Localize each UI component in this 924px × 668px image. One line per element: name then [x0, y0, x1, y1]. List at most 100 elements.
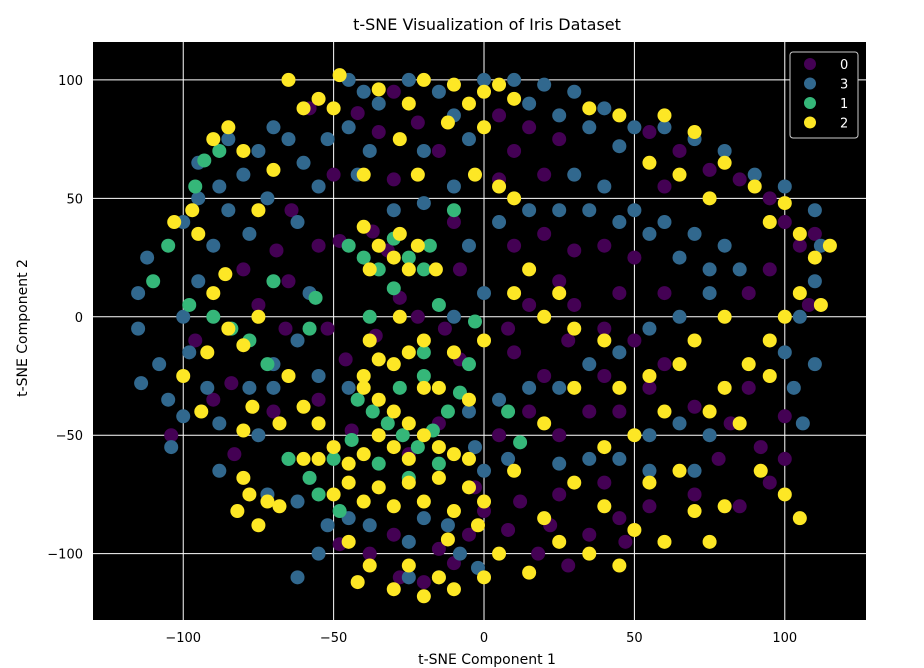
data-point [597, 180, 611, 194]
data-point [387, 251, 401, 265]
data-point [312, 180, 326, 194]
data-point [206, 286, 220, 300]
data-point [260, 191, 274, 205]
legend-marker [804, 117, 816, 129]
data-point [411, 310, 425, 324]
data-point [447, 582, 461, 596]
data-point [333, 68, 347, 82]
data-point [763, 369, 777, 383]
x-tick-label: −100 [165, 631, 201, 646]
data-point [417, 381, 431, 395]
data-point [447, 180, 461, 194]
data-point [673, 168, 687, 182]
data-point [291, 495, 305, 509]
data-point [312, 369, 326, 383]
data-point [447, 203, 461, 217]
data-point [742, 286, 756, 300]
data-point [342, 457, 356, 471]
data-point [567, 243, 581, 257]
data-point [703, 191, 717, 205]
data-point [291, 333, 305, 347]
data-point [787, 381, 801, 395]
data-point [453, 547, 467, 561]
data-point [212, 180, 226, 194]
data-point [513, 435, 527, 449]
data-point [272, 416, 286, 430]
legend-marker [804, 78, 816, 90]
data-point [522, 405, 536, 419]
data-point [402, 476, 416, 490]
data-point [612, 405, 626, 419]
data-point [432, 85, 446, 99]
data-point [441, 405, 455, 419]
data-point [146, 274, 160, 288]
data-point [200, 345, 214, 359]
data-point [597, 476, 611, 490]
data-point [796, 416, 810, 430]
data-point [612, 381, 626, 395]
data-point [182, 345, 196, 359]
data-point [612, 108, 626, 122]
data-point [507, 286, 521, 300]
data-point [312, 239, 326, 253]
data-point [417, 428, 431, 442]
data-point [441, 518, 455, 532]
data-point [333, 504, 347, 518]
data-point [191, 274, 205, 288]
data-point [393, 132, 407, 146]
legend-marker [804, 58, 816, 70]
data-point [372, 82, 386, 96]
data-point [688, 487, 702, 501]
data-point [537, 369, 551, 383]
data-point [742, 357, 756, 371]
data-point [612, 286, 626, 300]
data-point [778, 196, 792, 210]
data-point [221, 120, 235, 134]
data-point [221, 203, 235, 217]
data-point [387, 357, 401, 371]
data-point [417, 333, 431, 347]
data-point [167, 215, 181, 229]
data-point [642, 499, 656, 513]
data-point [245, 400, 259, 414]
data-point [327, 168, 341, 182]
data-point [748, 180, 762, 194]
data-point [131, 286, 145, 300]
data-point [688, 400, 702, 414]
data-point [733, 416, 747, 430]
data-point [567, 85, 581, 99]
data-point [417, 589, 431, 603]
data-point [552, 457, 566, 471]
data-point [537, 310, 551, 324]
data-point [432, 570, 446, 584]
data-point [808, 274, 822, 288]
data-point [582, 357, 596, 371]
data-point [688, 125, 702, 139]
data-point [778, 310, 792, 324]
data-point [372, 428, 386, 442]
data-point [402, 73, 416, 87]
data-point [212, 144, 226, 158]
data-point [447, 345, 461, 359]
data-point [612, 345, 626, 359]
data-point [612, 511, 626, 525]
data-point [718, 381, 732, 395]
data-point [778, 487, 792, 501]
data-point [462, 97, 476, 111]
data-point [567, 322, 581, 336]
data-point [411, 440, 425, 454]
data-point [266, 274, 280, 288]
data-point [642, 125, 656, 139]
data-point [260, 357, 274, 371]
data-point [793, 286, 807, 300]
legend-marker [804, 97, 816, 109]
data-point [754, 440, 768, 454]
data-point [297, 452, 311, 466]
data-point [522, 566, 536, 580]
data-point [688, 227, 702, 241]
data-point [612, 215, 626, 229]
data-point [363, 518, 377, 532]
data-point [402, 262, 416, 276]
data-point [507, 239, 521, 253]
data-point [447, 78, 461, 92]
